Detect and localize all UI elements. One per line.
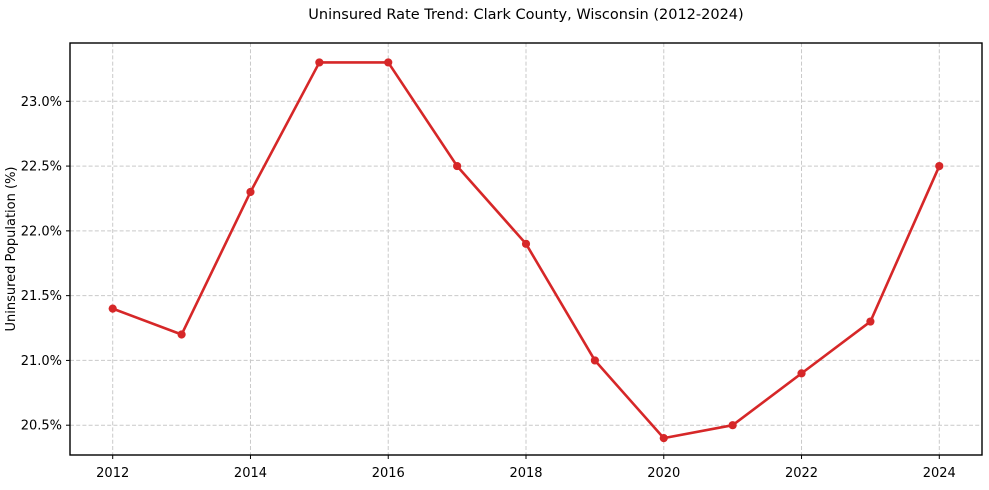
- data-point-marker: [384, 58, 393, 67]
- chart-title: Uninsured Rate Trend: Clark County, Wisc…: [308, 7, 743, 23]
- data-point-marker: [935, 161, 944, 171]
- y-tick-label: 22.0%: [21, 224, 62, 239]
- x-tick-label: 2016: [372, 466, 405, 481]
- plot-border: [69, 42, 983, 456]
- x-tick-label: 2014: [234, 466, 267, 481]
- y-tick-label: 20.5%: [21, 419, 62, 434]
- y-tick-label: 22.5%: [21, 160, 62, 175]
- x-tick-label: 2020: [647, 466, 680, 481]
- series-layer: [108, 58, 944, 443]
- data-point-marker: [108, 304, 117, 313]
- x-tick-label: 2022: [785, 466, 818, 481]
- data-point-marker: [177, 330, 186, 339]
- data-point-marker: [453, 161, 462, 171]
- y-axis-label: Uninsured Population (%): [4, 167, 19, 332]
- data-point-marker: [659, 434, 668, 443]
- x-tick-label: 2018: [509, 466, 542, 481]
- data-point-marker: [728, 421, 737, 430]
- x-tick-label: 2024: [923, 466, 956, 481]
- data-point-marker: [590, 356, 599, 365]
- axis-layer: 20.5% 21.0% 21.5% 22.0% 22.5% 23.0% 2012 2014 20…: [21, 42, 983, 481]
- y-tick-label: 23.0%: [21, 95, 62, 110]
- y-tick-label: 21.0%: [21, 354, 62, 369]
- y-tick-label: 21.5%: [21, 289, 62, 304]
- data-point-marker: [246, 187, 255, 197]
- data-point-marker: [521, 239, 531, 248]
- data-point-marker: [315, 58, 324, 67]
- data-point-marker: [797, 369, 806, 378]
- grid-layer: [70, 43, 982, 455]
- x-tick-label: 2012: [96, 466, 129, 481]
- data-point-marker: [866, 317, 875, 326]
